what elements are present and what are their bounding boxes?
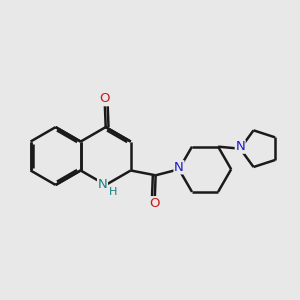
Text: N: N xyxy=(174,161,184,174)
Text: O: O xyxy=(150,197,160,210)
Text: N: N xyxy=(98,178,107,191)
Text: H: H xyxy=(109,187,117,197)
Text: O: O xyxy=(100,92,110,106)
Text: N: N xyxy=(235,140,245,153)
